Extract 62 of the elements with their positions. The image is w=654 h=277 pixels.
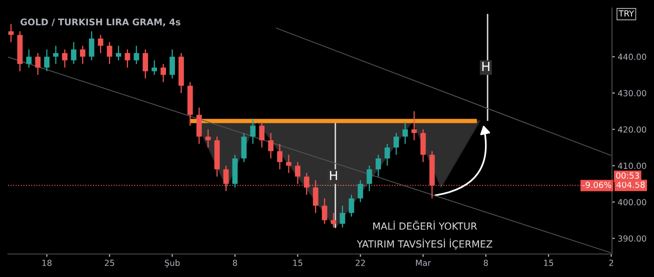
x-tick-label: 8 (484, 260, 488, 266)
candlestick (259, 122, 265, 148)
candlestick (340, 205, 346, 228)
candlestick (277, 143, 282, 170)
candlestick (124, 48, 130, 68)
candlestick (44, 48, 50, 72)
annotation: YATIRIM TAVSİYESİ İÇERMEZ (356, 238, 492, 250)
x-tick-label: 22 (356, 260, 365, 266)
candlestick (134, 45, 140, 65)
y-tick-label: 430.00 (618, 90, 646, 96)
x-tick-label: 18 (42, 260, 52, 266)
candlestick (348, 194, 354, 218)
candlestick (35, 52, 41, 76)
candlestick (286, 154, 292, 174)
candlestick (116, 45, 122, 61)
candlestick (322, 198, 328, 224)
text: GOLD / TURKISH LIRA GRAM, 4s (20, 18, 180, 27)
y-tick-label: 420.00 (618, 126, 646, 133)
candlestick (250, 118, 256, 144)
candlestick (384, 143, 390, 166)
x-tick-label: Mar (416, 260, 431, 266)
candlestick (26, 48, 32, 68)
candlestick (241, 132, 247, 163)
candlestick (142, 48, 148, 80)
x-tick-label: 25 (104, 260, 114, 266)
candlestick (106, 42, 112, 65)
x-tick-label: 15 (293, 260, 302, 266)
x-tick-label: 15 (544, 260, 554, 266)
candlestick (98, 34, 104, 54)
candlestick (62, 48, 68, 68)
candlestick (411, 110, 417, 141)
x-tick-label: 2 (609, 260, 614, 266)
x-tick-label: Şub (164, 260, 180, 268)
candlestick (80, 45, 86, 65)
candlestick (394, 132, 399, 156)
y-tick-label: 410.00 (618, 162, 646, 169)
candlestick (366, 165, 372, 192)
annotation: H (330, 170, 337, 180)
candlestick (196, 107, 202, 144)
x-tick-label: 8 (232, 260, 238, 266)
y-tick-label: 400.00 (618, 199, 646, 206)
candlestick (205, 128, 211, 148)
y-tick-label: 390.00 (618, 235, 646, 242)
candlestick (358, 180, 364, 203)
candlestick (268, 132, 274, 159)
candlestick (402, 122, 408, 144)
candlestick (160, 63, 166, 83)
y-tick-label: 440.00 (618, 54, 646, 60)
candlestick (420, 128, 426, 163)
candlestick (330, 212, 336, 228)
annotation: H (482, 62, 490, 72)
candlestick (376, 154, 381, 178)
candlestick (71, 42, 76, 65)
text: TRY (618, 10, 634, 16)
text: 00:53 (616, 172, 639, 179)
candlestick (170, 48, 175, 80)
candlestick (53, 45, 58, 65)
annotation: MALİ DEĞERİ YOKTUR (373, 220, 477, 230)
candlestick (88, 30, 94, 61)
annotation: -9.06% (582, 182, 612, 188)
candlestick (152, 60, 158, 76)
candlestick (8, 23, 14, 43)
